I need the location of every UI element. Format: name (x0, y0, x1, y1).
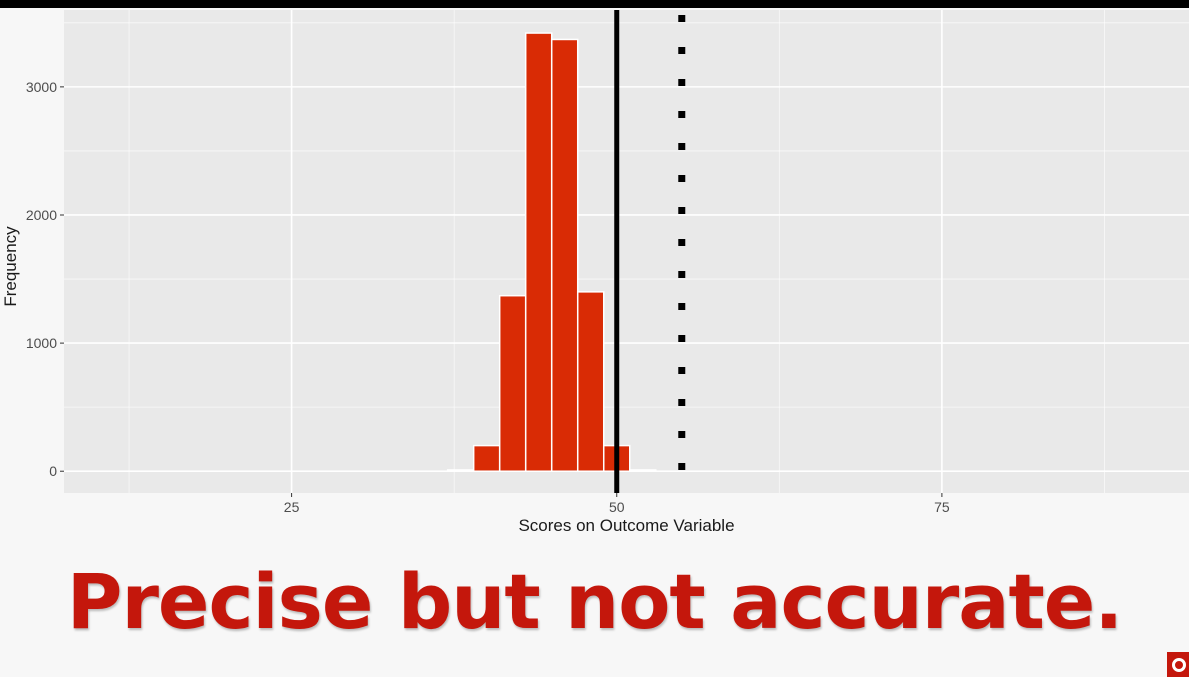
x-axis-ticks: 25 50 75 (284, 493, 950, 515)
x-tick-label: 75 (934, 499, 950, 515)
y-tick-label: 2000 (26, 207, 57, 223)
histogram-bar (576, 291, 605, 472)
histogram-bar (629, 469, 657, 472)
plot-panel (64, 10, 1189, 493)
histogram-bar (446, 469, 475, 472)
minor-gridlines (64, 10, 1189, 493)
y-axis-ticks: 0 1000 2000 3000 (26, 79, 64, 479)
caption-text: Precise but not accurate. (66, 557, 1123, 646)
brand-logo (1167, 652, 1189, 677)
histogram-bars (446, 32, 657, 472)
y-tick-label: 0 (49, 463, 57, 479)
histogram-bar (524, 32, 553, 472)
y-axis-label: Frequency (1, 226, 20, 307)
x-tick-label: 50 (609, 499, 625, 515)
histogram-chart: 0 1000 2000 3000 25 50 75 Scores on Outcome V… (1, 10, 1189, 535)
histogram-bar (498, 294, 527, 472)
histogram-bar (550, 38, 579, 472)
x-tick-label: 25 (284, 499, 300, 515)
y-tick-label: 1000 (26, 335, 57, 351)
reference-lines (614, 10, 686, 493)
histogram-bar (472, 444, 501, 472)
top-border (0, 0, 1189, 8)
x-axis-label: Scores on Outcome Variable (518, 516, 734, 535)
chart-svg: 0 1000 2000 3000 25 50 75 Scores on Outcome V… (1, 10, 1189, 535)
y-tick-label: 3000 (26, 79, 57, 95)
